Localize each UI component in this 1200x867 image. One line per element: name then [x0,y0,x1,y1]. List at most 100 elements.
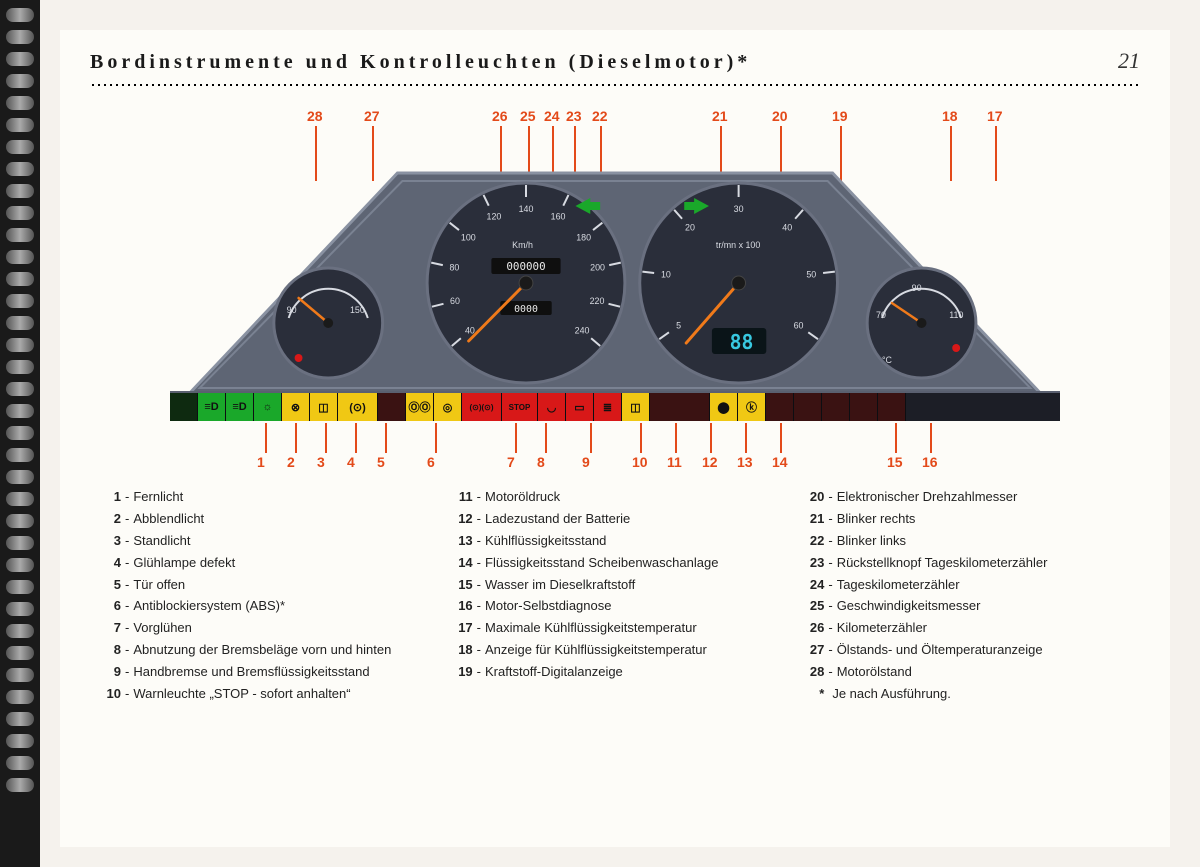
warning-lamp [794,393,822,421]
legend-text: Kühlflüssigkeitsstand [485,533,778,550]
legend-text: Elektronischer Drehzahlmesser [837,489,1130,506]
legend-item: 21-Blinker rechts [798,511,1130,528]
legend-text: Tür offen [133,577,426,594]
svg-text:120: 120 [487,211,502,221]
page: Bordinstrumente und Kontrolleuchten (Die… [60,30,1170,847]
warning-lamp: ◫ [622,393,650,421]
legend-number: 10 [95,686,121,703]
legend-text: Kraftstoff-Digitalanzeige [485,664,778,681]
legend-number: 22 [798,533,824,550]
legend-sep: - [824,642,836,659]
temp-gauge: 70 90 110 °C [867,268,976,378]
legend-sep: - [473,555,485,572]
legend-text: Kilometerzähler [837,620,1130,637]
legend-item: 12-Ladezustand der Batterie [447,511,779,528]
callout-number: 3 [317,454,325,470]
legend-item: 14-Flüssigkeitsstand Scheibenwaschanlage [447,555,779,572]
legend-number: 18 [447,642,473,659]
legend-sep: - [473,489,485,506]
legend-sep: - [824,598,836,615]
legend-number: * [798,686,824,703]
page-title: Bordinstrumente und Kontrolleuchten (Die… [90,51,751,74]
fuel-lcd: 88 [730,331,754,354]
legend-item: 9-Handbremse und Bremsflüssigkeitsstand [95,664,427,681]
legend-number: 5 [95,577,121,594]
legend-text: Tageskilometerzähler [837,577,1130,594]
svg-text:50: 50 [806,269,816,279]
tachometer: 5102030405060 tr/mn x 100 88 [640,183,838,383]
legend-text: Abblendlicht [133,511,426,528]
legend-text: Rückstellknopf Tageskilometerzähler [837,555,1130,572]
callout-line [265,423,267,453]
callout-number: 2 [287,454,295,470]
legend-sep: - [121,577,133,594]
warning-lamp: ⬤ [710,393,738,421]
legend-item: 19-Kraftstoff-Digitalanzeige [447,664,779,681]
svg-text:5: 5 [676,320,681,330]
legend-number: 12 [447,511,473,528]
legend-sep: - [473,620,485,637]
legend-item: *Je nach Ausführung. [798,686,1130,703]
svg-text:240: 240 [575,326,590,336]
svg-text:80: 80 [449,263,459,273]
callout-line [355,423,357,453]
legend-number: 1 [95,489,121,506]
legend-item: 2-Abblendlicht [95,511,427,528]
legend-sep: - [121,664,133,681]
temp-tick-1: 90 [912,283,922,293]
legend-col-1: 1-Fernlicht2-Abblendlicht3-Standlicht4-G… [95,484,427,708]
callout-line [710,423,712,453]
callout-number: 10 [632,454,648,470]
spiral-binding [0,0,40,867]
legend-number: 21 [798,511,824,528]
legend-item: 6-Antiblockiersystem (ABS)* [95,598,427,615]
legend-sep: - [824,664,836,681]
legend-text: Motor-Selbstdiagnose [485,598,778,615]
warning-lamp: ≣ [594,393,622,421]
svg-text:60: 60 [794,320,804,330]
oil-warning-icon [295,354,303,362]
legend-text: Warnleuchte „STOP - sofort anhalten“ [133,686,426,703]
legend-sep: - [824,511,836,528]
legend-text: Anzeige für Kühlflüssigkeitstemperatur [485,642,778,659]
legend-text: Glühlampe defekt [133,555,426,572]
callout-number: 12 [702,454,718,470]
legend-item: 8-Abnutzung der Bremsbeläge vorn und hin… [95,642,427,659]
callout-number: 6 [427,454,435,470]
legend-number: 2 [95,511,121,528]
callout-line [590,423,592,453]
speedometer: 406080100120140160180200220240 Km/h 0000… [427,183,625,383]
legend-number: 19 [447,664,473,681]
legend-item: 17-Maximale Kühlflüssigkeitstemperatur [447,620,779,637]
legend-text: Ölstands- und Öltemperaturanzeige [837,642,1130,659]
legend-sep: - [121,489,133,506]
legend-number: 6 [95,598,121,615]
legend-sep: - [473,533,485,550]
warning-lamp: (⊙)(⊙) [462,393,502,421]
legend-text: Geschwindigkeitsmesser [837,598,1130,615]
callout-line [640,423,642,453]
legend-sep: - [824,620,836,637]
callout-number: 20 [772,108,788,124]
legend-number: 25 [798,598,824,615]
legend-sep: - [121,511,133,528]
callout-number: 4 [347,454,355,470]
oil-tick-0: 90 [287,305,297,315]
warning-lamp [766,393,794,421]
warning-lamp: STOP [502,393,538,421]
legend-number: 26 [798,620,824,637]
warning-lamp [650,393,710,421]
speedo-unit: Km/h [512,240,533,250]
legend-sep: - [824,577,836,594]
svg-text:200: 200 [590,263,605,273]
callout-line [515,423,517,453]
tacho-unit: tr/mn x 100 [716,240,760,250]
legend-number: 11 [447,489,473,506]
warning-lamp: ☼ [254,393,282,421]
callout-number: 25 [520,108,536,124]
warning-lamp [170,393,198,421]
warning-lamp: ◫ [310,393,338,421]
legend-item: 3-Standlicht [95,533,427,550]
legend-number: 14 [447,555,473,572]
legend-sep: - [824,489,836,506]
